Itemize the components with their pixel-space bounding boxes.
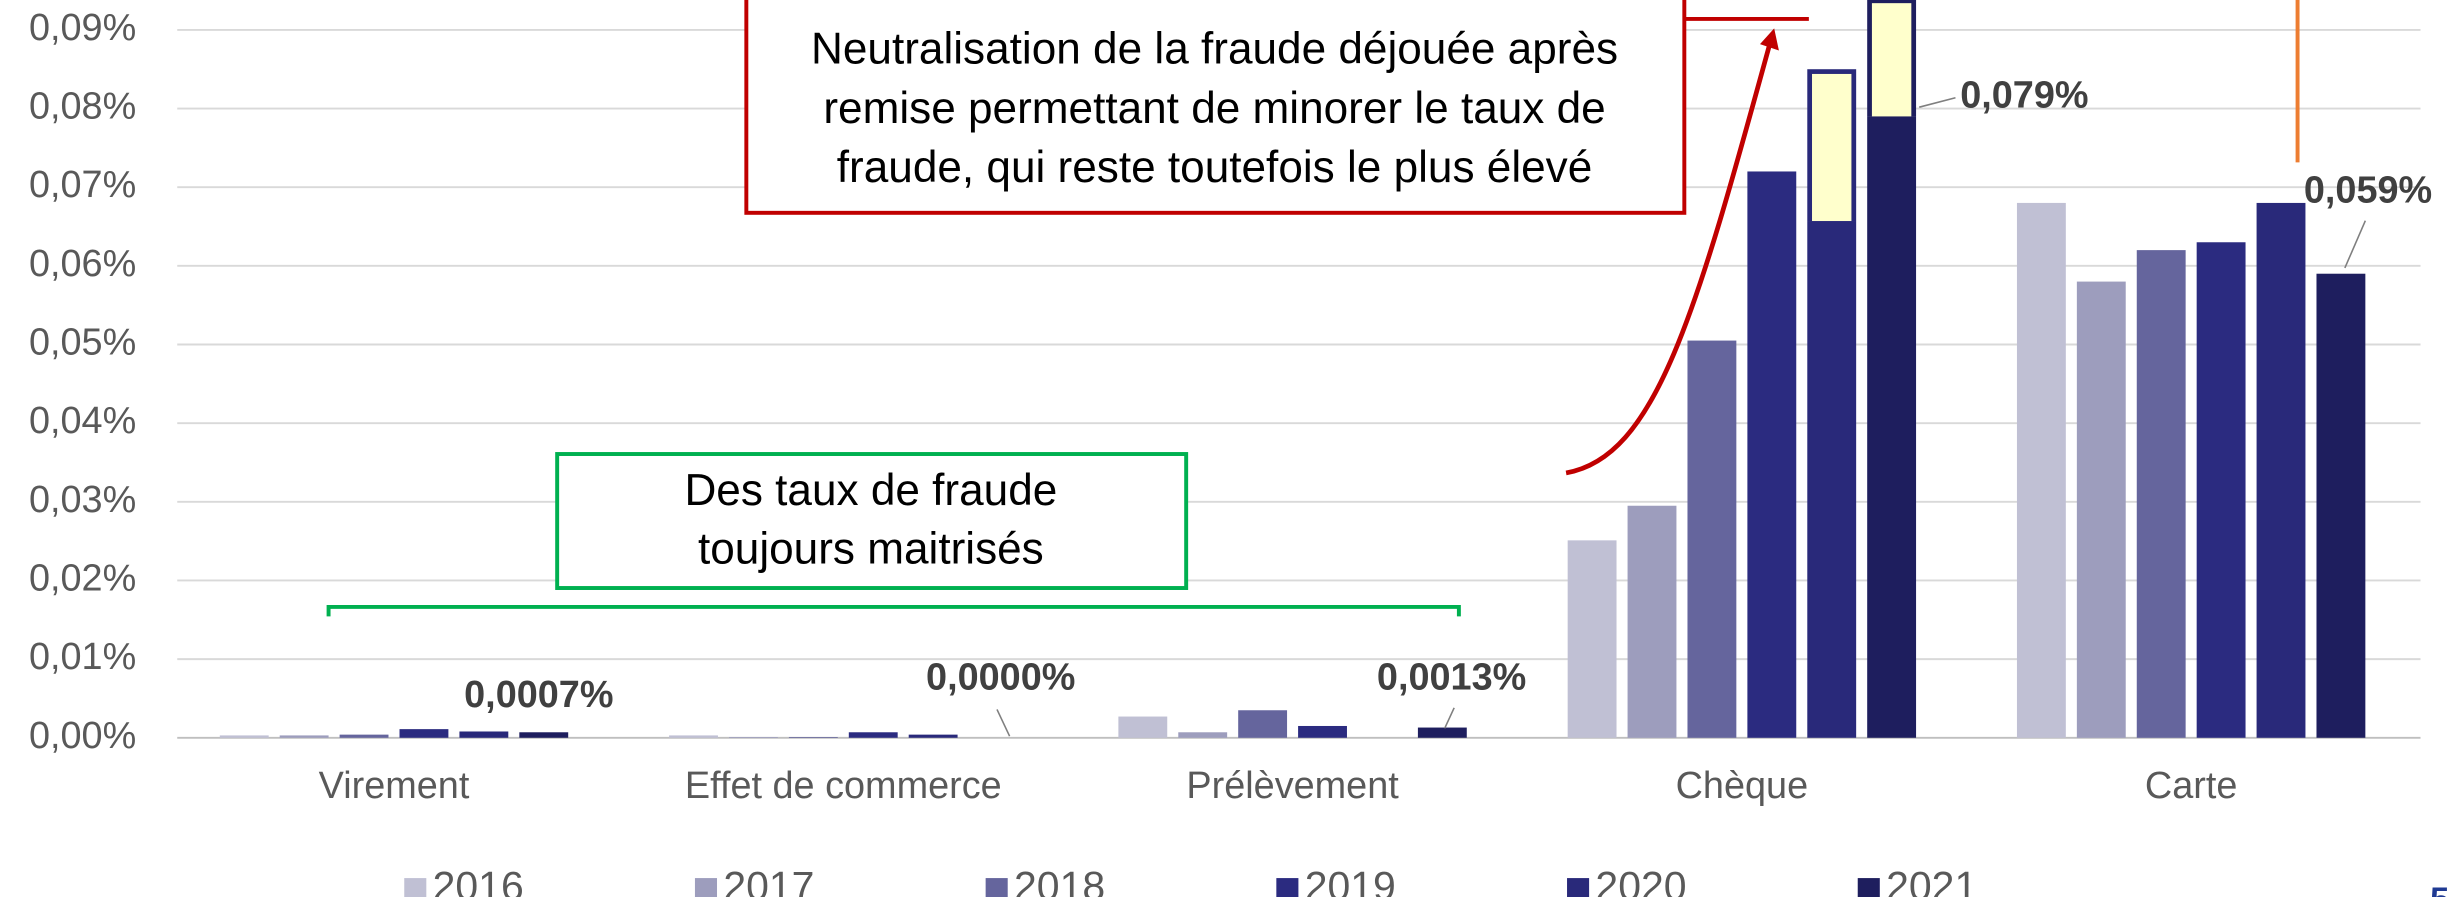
bar	[1298, 725, 1347, 738]
bar	[2196, 242, 2246, 738]
data-label-leader	[1443, 707, 1455, 729]
bar	[1687, 340, 1737, 738]
y-tick-label: 0,08%	[29, 86, 136, 128]
bar	[1867, 116, 1917, 738]
legend-swatch	[404, 878, 427, 897]
bar	[848, 732, 898, 738]
x-tick-label: Carte	[2145, 765, 2238, 807]
y-tick-label: 0,02%	[29, 557, 136, 599]
bar	[2076, 281, 2126, 738]
legend-label: 2020	[1595, 863, 1686, 897]
annotation-box	[744, 0, 1687, 215]
legend-label: 2017	[723, 863, 814, 897]
y-tick-label: 0,07%	[29, 164, 136, 206]
x-tick-label: Chèque	[1676, 765, 1809, 807]
bar	[728, 736, 778, 738]
data-label-leader	[1919, 96, 1956, 108]
bar	[1627, 505, 1677, 738]
y-tick-label: 0,09%	[29, 7, 136, 49]
legend-swatch	[985, 878, 1008, 897]
bar	[669, 735, 718, 738]
annotation-text: remise permettant de minorer le taux de	[823, 84, 1605, 133]
legend-swatch	[694, 878, 718, 897]
bar-neutralised	[1871, 3, 1912, 117]
legend-swatch	[1857, 878, 1880, 897]
data-label: 0,0007%	[464, 674, 613, 716]
bar	[2316, 273, 2366, 738]
legend-label: 2016	[433, 863, 524, 897]
annotation-box	[555, 452, 1189, 590]
y-tick-label: 0,00%	[29, 715, 136, 757]
annotation-text: Neutralisation de la fraude déjouée aprè…	[811, 25, 1618, 74]
data-label: 0,0013%	[1377, 656, 1526, 698]
bar	[1118, 716, 1168, 738]
bar	[908, 734, 958, 738]
annotation-bracket	[326, 604, 1461, 617]
annotation-text: toujours maitrisés	[698, 524, 1044, 573]
page-number: 5	[2430, 881, 2448, 897]
annotation-text: Des taux de fraude	[684, 466, 1057, 515]
legend-label: 2018	[1014, 863, 1105, 897]
bar	[219, 735, 269, 738]
x-tick-label: Effet de commerce	[685, 765, 1002, 807]
legend-label: 2021	[1886, 863, 1977, 897]
bar	[519, 732, 569, 738]
bar	[399, 729, 449, 738]
y-tick-label: 0,04%	[29, 400, 136, 442]
bar	[1417, 727, 1467, 738]
y-tick-label: 0,03%	[29, 479, 136, 521]
data-label-leader	[2344, 220, 2367, 269]
bar	[339, 734, 389, 738]
data-label: 0,079%	[1960, 75, 2088, 117]
bar	[1238, 710, 1288, 738]
legend-label: 2019	[1305, 863, 1396, 897]
bar	[2136, 250, 2186, 738]
x-tick-label: Prélèvement	[1186, 765, 1399, 807]
y-tick-label: 0,05%	[29, 322, 136, 364]
legend-swatch	[1276, 878, 1299, 897]
y-tick-label: 0,06%	[29, 243, 136, 285]
bar	[1178, 732, 1228, 738]
legend-swatch	[1567, 878, 1590, 897]
arrow-head	[1759, 28, 1779, 51]
x-tick-label: Virement	[319, 765, 470, 807]
y-tick-label: 0,01%	[29, 636, 136, 678]
data-label: 0,0000%	[926, 656, 1075, 698]
bar	[1747, 171, 1797, 738]
bar	[279, 735, 329, 738]
data-label: 0,059%	[2304, 169, 2432, 211]
bar	[459, 731, 509, 738]
bar	[1807, 221, 1857, 738]
bar	[1567, 540, 1617, 738]
bar	[788, 736, 838, 738]
data-label-leader	[996, 709, 1011, 737]
bar	[2016, 202, 2066, 738]
bar-neutralised	[1812, 73, 1852, 222]
bar	[2256, 202, 2306, 738]
annotation-arrow	[1565, 38, 1774, 476]
annotation-text: fraude, qui reste toutefois le plus élev…	[837, 143, 1593, 192]
